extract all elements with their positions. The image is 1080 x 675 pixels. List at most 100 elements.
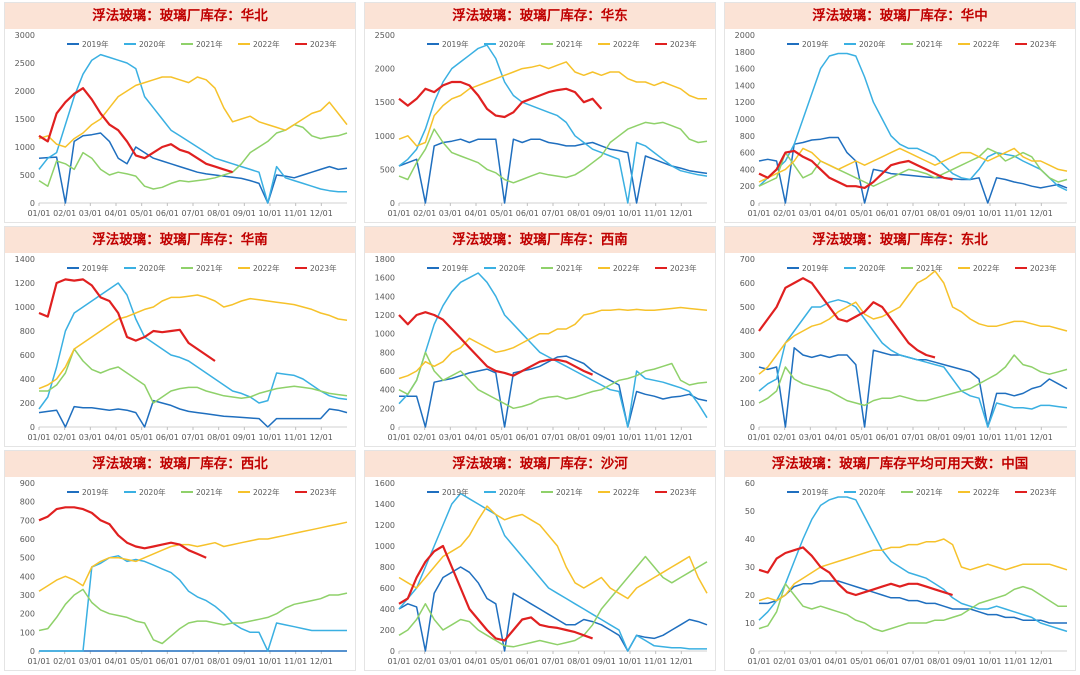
x-tick-label: 05/01 (490, 657, 513, 666)
series-line-2021 (39, 348, 348, 404)
y-tick-label: 300 (740, 351, 755, 360)
series-line-2021 (758, 583, 1067, 633)
x-tick-label: 07/01 (901, 657, 924, 666)
series-line-2023 (758, 149, 953, 189)
chart-panel-huadong: 浮法玻璃：玻璃厂库存：华东 0 500 1000 1500 2000 2500 01/01 0… (364, 2, 716, 223)
x-tick-label: 02/01 (413, 433, 436, 442)
x-tick-label: 04/01 (464, 209, 487, 218)
legend-label-2019: 2019年 (442, 487, 469, 497)
series-line-2023 (758, 546, 953, 597)
y-tick-label: 1600 (735, 65, 755, 74)
x-tick-label: 10/01 (978, 433, 1001, 442)
y-tick-label: 600 (20, 535, 35, 544)
legend-label-2023: 2023年 (670, 487, 697, 497)
chart-svg: 0 200 400 600 800 1000 1200 1400 01/01 02/01 03/01… (15, 255, 348, 442)
x-tick-label: 11/01 (284, 433, 307, 442)
x-tick-label: 11/01 (644, 433, 667, 442)
legend-label-2023: 2023年 (1030, 39, 1057, 49)
chart-panel-huazhong: 浮法玻璃：玻璃厂库存：华中 0 200 400 600 800 1000 1200 1400 1… (724, 2, 1076, 223)
x-tick-label: 07/01 (541, 209, 564, 218)
x-tick-label: 04/01 (104, 657, 127, 666)
x-tick-label: 03/01 (439, 209, 462, 218)
x-tick-label: 06/01 (876, 209, 899, 218)
x-tick-label: 07/01 (541, 433, 564, 442)
y-tick-label: 400 (740, 165, 755, 174)
x-tick-label: 08/01 (207, 657, 230, 666)
y-tick-label: 1200 (375, 311, 395, 320)
y-tick-label: 2000 (735, 31, 755, 40)
x-tick-label: 06/01 (156, 209, 179, 218)
series-line-2020 (398, 272, 708, 428)
legend-label-2022: 2022年 (613, 39, 640, 49)
y-tick-label: 1800 (375, 255, 395, 264)
series-line-2021 (38, 588, 348, 645)
y-tick-label: 200 (740, 182, 755, 191)
y-tick-label: 1600 (375, 479, 395, 488)
x-tick-label: 11/01 (1004, 657, 1027, 666)
legend-label-2020: 2020年 (139, 39, 166, 49)
chart-title: 浮法玻璃：玻璃厂库存：沙河 (365, 451, 715, 477)
x-tick-label: 01/01 (747, 657, 770, 666)
legend-label-2021: 2021年 (556, 487, 583, 497)
chart-panel-dongbei: 浮法玻璃：玻璃厂库存：东北 0 100 200 300 400 500 600 700 01/0… (724, 226, 1076, 447)
y-tick-label: 1600 (375, 274, 395, 283)
y-tick-label: 1500 (15, 115, 35, 124)
series-line-2020 (38, 282, 348, 410)
chart-title: 浮法玻璃：玻璃厂库存：华南 (5, 227, 355, 253)
y-tick-label: 1000 (375, 542, 395, 551)
y-tick-label: 600 (740, 279, 755, 288)
x-tick-label: 10/01 (618, 433, 641, 442)
y-tick-label: 800 (20, 327, 35, 336)
series-line-2022 (398, 61, 707, 147)
x-tick-label: 12/01 (1030, 433, 1053, 442)
x-tick-label: 09/01 (593, 433, 616, 442)
x-tick-label: 10/01 (618, 657, 641, 666)
x-tick-label: 12/01 (670, 209, 693, 218)
series-line-2020 (398, 44, 708, 204)
x-tick-label: 01/01 (27, 657, 50, 666)
x-tick-label: 02/01 (53, 209, 76, 218)
x-tick-label: 06/01 (516, 657, 539, 666)
legend-label-2020: 2020年 (499, 39, 526, 49)
legend-label-2023: 2023年 (310, 39, 337, 49)
series-line-2022 (38, 294, 348, 390)
legend-label-2019: 2019年 (82, 263, 109, 273)
chart-panel-huabei: 浮法玻璃：玻璃厂库存：华北 0 500 1000 1500 2000 2500 3000 01… (4, 2, 356, 223)
x-tick-label: 06/01 (516, 433, 539, 442)
x-tick-label: 04/01 (464, 433, 487, 442)
x-tick-label: 03/01 (79, 657, 102, 666)
legend-label-2022: 2022年 (253, 487, 280, 497)
series-line-2020 (39, 555, 347, 652)
chart-svg: 0 100 200 300 400 500 600 700 800 900 01/01 02/01 03… (20, 479, 348, 666)
x-tick-label: 07/01 (181, 433, 204, 442)
x-tick-label: 10/01 (258, 657, 281, 666)
x-tick-label: 03/01 (799, 209, 822, 218)
chart-panel-xinan: 浮法玻璃：玻璃厂库存：西南 0 200 400 600 800 1000 1200 1400 1… (364, 226, 716, 447)
y-tick-label: 2500 (375, 31, 395, 40)
y-tick-label: 900 (20, 479, 35, 488)
series-line-2020 (38, 53, 347, 204)
y-tick-label: 1000 (15, 143, 35, 152)
y-tick-label: 400 (20, 375, 35, 384)
series-line-2019 (759, 580, 1067, 624)
y-tick-label: 0 (30, 647, 35, 656)
y-tick-label: 200 (380, 404, 395, 413)
x-tick-label: 05/01 (130, 433, 153, 442)
x-tick-label: 09/01 (953, 433, 976, 442)
x-tick-label: 02/01 (53, 433, 76, 442)
x-tick-label: 05/01 (490, 209, 513, 218)
y-tick-label: 200 (20, 399, 35, 408)
x-tick-label: 08/01 (207, 433, 230, 442)
y-tick-label: 400 (740, 327, 755, 336)
series-line-2021 (398, 351, 708, 410)
x-tick-label: 05/01 (490, 433, 513, 442)
legend-label-2019: 2019年 (82, 487, 109, 497)
y-tick-label: 2000 (15, 87, 35, 96)
legend-label-2020: 2020年 (859, 39, 886, 49)
x-tick-label: 03/01 (79, 433, 102, 442)
x-tick-label: 09/01 (593, 657, 616, 666)
y-tick-label: 2500 (15, 59, 35, 68)
legend-label-2022: 2022年 (253, 263, 280, 273)
x-tick-label: 07/01 (181, 657, 204, 666)
